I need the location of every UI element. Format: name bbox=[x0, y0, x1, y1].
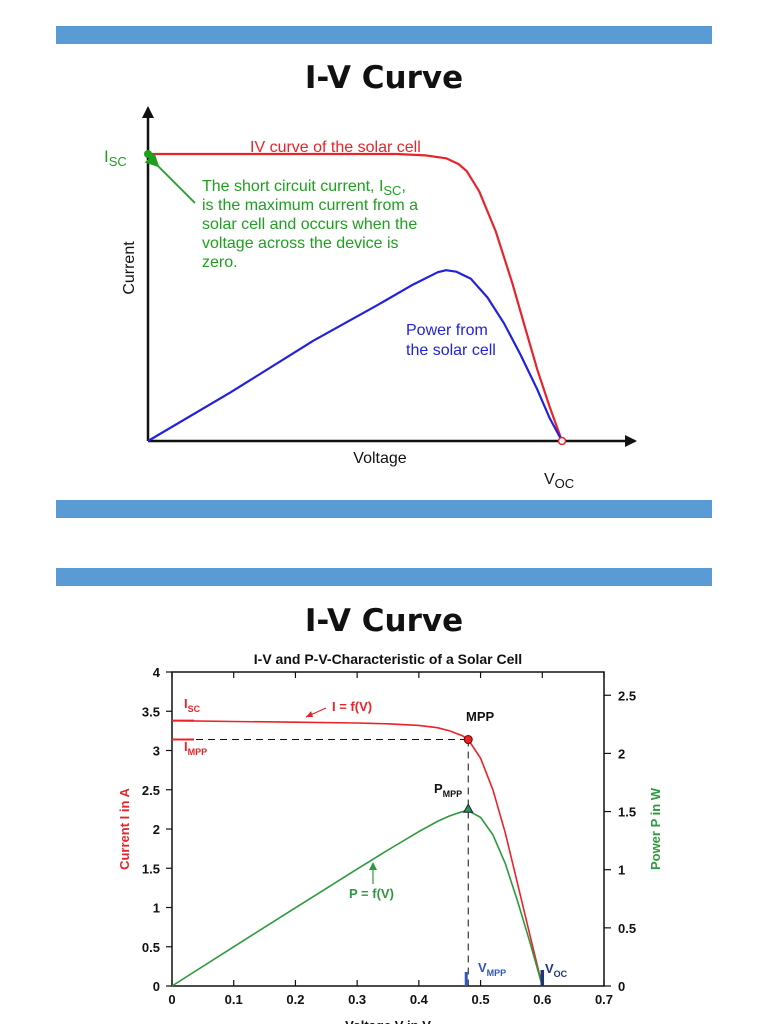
i-eq-arrowhead bbox=[306, 711, 313, 717]
p-eq-arrowhead bbox=[369, 862, 377, 870]
slide-2-title: I-V Curve bbox=[304, 603, 464, 639]
power-label-line: the solar cell bbox=[406, 342, 496, 359]
y-tick-label: 2 bbox=[153, 822, 160, 837]
x-axis-label: Voltage V in V bbox=[345, 1018, 431, 1024]
x-tick-label: 0.2 bbox=[286, 992, 304, 1007]
y2-axis-label: Power P in W bbox=[648, 787, 663, 870]
chart-title: I-V and P-V-Characteristic of a Solar Ce… bbox=[254, 651, 522, 667]
note-line: zero. bbox=[202, 254, 238, 271]
iv-curve-label: IV curve of the solar cell bbox=[250, 139, 421, 156]
x-tick-label: 0 bbox=[168, 992, 175, 1007]
iv-pv-chart: 0 0.1 0.2 0.3 0.4 0.5 0.6 0.7 0 0.5 1 1.5 2 2.5 3 3.5 4 0… bbox=[117, 651, 663, 1024]
note-line: is the maximum current from a bbox=[202, 197, 418, 214]
slide-1-title: I-V Curve bbox=[304, 60, 464, 96]
mpp-point bbox=[463, 735, 473, 745]
slide-1-top-bar bbox=[56, 26, 712, 44]
y2-tick-label: 0 bbox=[618, 979, 625, 994]
slide-1-bottom-bar bbox=[56, 500, 712, 518]
x-axis-label: Voltage bbox=[353, 450, 406, 467]
slide-2: I-V Curve 0 0.1 0.2 0.3 0.4 0.5 0.6 0.7 0 0.5 1 1.5… bbox=[0, 540, 768, 1024]
note-arrow bbox=[144, 152, 196, 204]
y2-tick-label: 2 bbox=[618, 746, 625, 761]
iv-curve-line bbox=[171, 719, 544, 987]
note-line: solar cell and occurs when the bbox=[202, 216, 417, 233]
y2-tick-label: 1.5 bbox=[618, 805, 636, 820]
isc-label: ISC bbox=[104, 147, 127, 169]
y-tick-label: 4 bbox=[153, 665, 161, 680]
voc-label: VOC bbox=[544, 471, 574, 491]
note-line: voltage across the device is bbox=[202, 235, 399, 252]
y2-tick-label: 0.5 bbox=[618, 921, 636, 936]
isc-label: ISC bbox=[184, 696, 201, 714]
y-tick-label: 1.5 bbox=[142, 861, 160, 876]
x-tick-label: 0.6 bbox=[533, 992, 551, 1007]
iv-curve-chart: ISC VOC Voltage Current IV curve of the sola… bbox=[104, 106, 637, 491]
slide-2-top-bar bbox=[56, 568, 712, 586]
y-tick-label: 3 bbox=[153, 744, 160, 759]
voc-point bbox=[557, 436, 567, 446]
isc-point bbox=[144, 150, 152, 158]
p-eq-label: P = f(V) bbox=[349, 886, 394, 901]
x-tick-label: 0.1 bbox=[225, 992, 243, 1007]
y-tick-label: 2.5 bbox=[142, 783, 160, 798]
y2-tick-label: 1 bbox=[618, 863, 625, 878]
y2-tick-label: 2.5 bbox=[618, 688, 636, 703]
note-line: The short circuit current, ISC, bbox=[202, 178, 406, 198]
pv-curve-line bbox=[171, 809, 544, 987]
vmpp-label: VMPP bbox=[478, 960, 506, 978]
i-eq-label: I = f(V) bbox=[332, 699, 372, 714]
x-tick-label: 0.5 bbox=[472, 992, 490, 1007]
y-axis-label: Current bbox=[121, 241, 138, 295]
x-tick-label: 0.3 bbox=[348, 992, 366, 1007]
iv-curve-line bbox=[148, 152, 564, 442]
x-tick-label: 0.7 bbox=[595, 992, 613, 1007]
voc-label: VOC bbox=[545, 961, 568, 979]
pmpp-label: PMPP bbox=[434, 781, 462, 799]
plot-frame bbox=[171, 671, 605, 987]
y-axis-label: Current I in A bbox=[117, 787, 132, 869]
power-curve-line bbox=[147, 269, 563, 442]
impp-label: IMPP bbox=[184, 739, 207, 757]
mpp-label: MPP bbox=[466, 709, 495, 724]
power-label-line: Power from bbox=[406, 322, 488, 339]
pmpp-point bbox=[462, 803, 474, 813]
x-tick-label: 0.4 bbox=[410, 992, 429, 1007]
y-tick-label: 0 bbox=[153, 979, 160, 994]
y-tick-label: 0.5 bbox=[142, 940, 160, 955]
y-tick-label: 1 bbox=[153, 901, 160, 916]
y-tick-label: 3.5 bbox=[142, 704, 160, 719]
slide-1: I-V Curve ISC VOC Voltage Current IV curve o… bbox=[56, 26, 712, 518]
